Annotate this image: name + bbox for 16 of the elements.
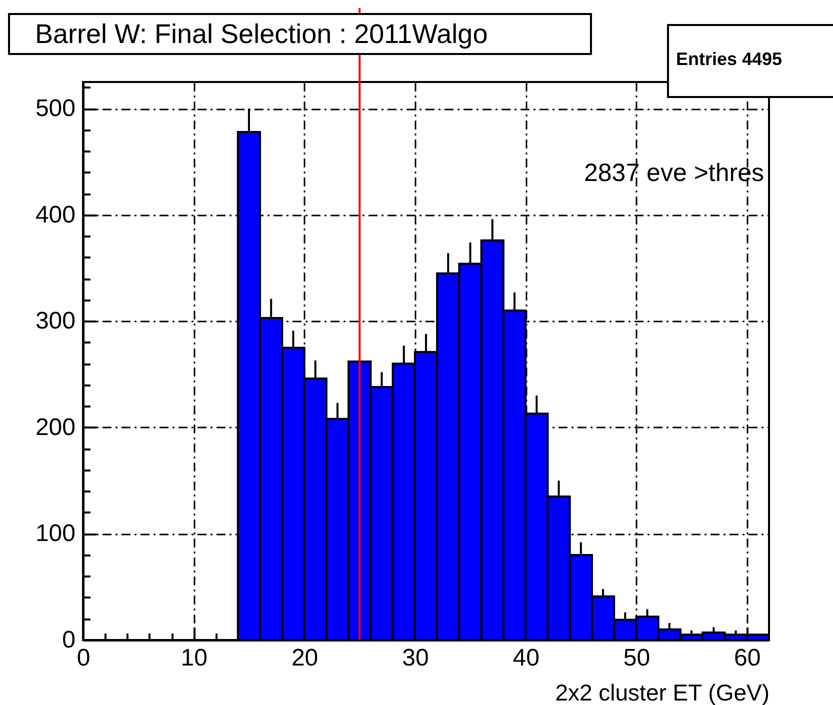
y-tick-label: 100	[35, 520, 76, 548]
x-tick-label: 50	[623, 644, 650, 672]
y-tick-label: 200	[35, 414, 76, 441]
annotation: 2837 eve >thres	[584, 159, 764, 187]
x-tick-label: 40	[512, 644, 540, 672]
y-tick-label: 400	[35, 201, 76, 228]
x-tick-label: 30	[402, 644, 429, 672]
y-tick-label: 0	[62, 626, 76, 654]
x-tick-label: 10	[180, 644, 208, 672]
text: Entries 4495	[676, 48, 782, 70]
y-tick-label: 300	[35, 308, 76, 335]
x-tick-label: 60	[734, 644, 761, 672]
x-tick-label: 20	[291, 644, 318, 672]
y-tick-label: 500	[35, 95, 76, 122]
x-axis-title: 2x2 cluster ET (GeV)	[555, 680, 770, 705]
chart-title: Barrel W: Final Selection : 2011Walgo	[35, 18, 488, 51]
